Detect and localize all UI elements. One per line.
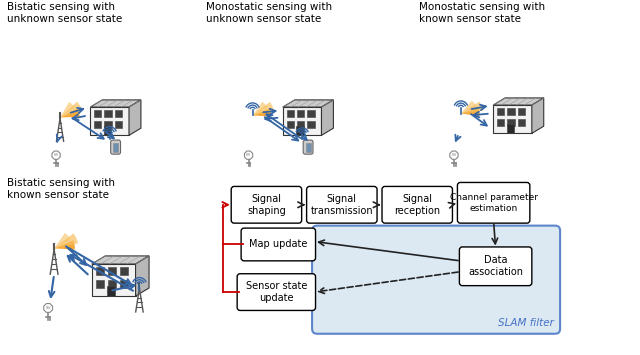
- FancyBboxPatch shape: [507, 124, 514, 133]
- FancyBboxPatch shape: [518, 108, 525, 115]
- Polygon shape: [283, 100, 333, 107]
- Text: Bistatic sensing with
known sensor state: Bistatic sensing with known sensor state: [8, 178, 115, 200]
- Text: Sensor state
update: Sensor state update: [246, 281, 307, 303]
- Text: Channel parameter
estimation: Channel parameter estimation: [450, 193, 538, 213]
- Text: Monostatic sensing with
known sensor state: Monostatic sensing with known sensor sta…: [419, 2, 545, 24]
- FancyBboxPatch shape: [497, 119, 504, 126]
- FancyBboxPatch shape: [104, 121, 112, 128]
- Polygon shape: [253, 108, 271, 116]
- Text: Signal
shaping: Signal shaping: [247, 193, 286, 216]
- Polygon shape: [321, 100, 333, 135]
- Text: BW: BW: [54, 153, 59, 157]
- Text: BW: BW: [246, 153, 251, 157]
- FancyBboxPatch shape: [497, 108, 504, 115]
- FancyBboxPatch shape: [508, 119, 515, 126]
- Polygon shape: [253, 102, 268, 115]
- Polygon shape: [136, 256, 149, 296]
- FancyBboxPatch shape: [120, 280, 128, 288]
- FancyBboxPatch shape: [115, 121, 122, 128]
- FancyBboxPatch shape: [508, 108, 515, 115]
- Polygon shape: [461, 108, 479, 116]
- FancyBboxPatch shape: [296, 126, 304, 135]
- Text: Bistatic sensing with
unknown sensor state: Bistatic sensing with unknown sensor sta…: [8, 2, 123, 24]
- FancyBboxPatch shape: [120, 267, 128, 275]
- Polygon shape: [60, 108, 80, 118]
- FancyBboxPatch shape: [104, 126, 111, 135]
- FancyBboxPatch shape: [94, 121, 102, 128]
- FancyBboxPatch shape: [108, 267, 116, 275]
- FancyBboxPatch shape: [96, 267, 104, 275]
- Polygon shape: [283, 107, 321, 135]
- Polygon shape: [54, 240, 75, 250]
- Polygon shape: [253, 102, 274, 115]
- FancyBboxPatch shape: [113, 143, 118, 152]
- FancyBboxPatch shape: [518, 119, 525, 126]
- Text: Signal
reception: Signal reception: [394, 193, 440, 216]
- FancyBboxPatch shape: [104, 110, 112, 117]
- Polygon shape: [60, 102, 75, 118]
- FancyBboxPatch shape: [287, 121, 294, 128]
- Polygon shape: [461, 102, 483, 114]
- FancyBboxPatch shape: [297, 110, 305, 117]
- FancyBboxPatch shape: [94, 110, 102, 117]
- FancyBboxPatch shape: [312, 226, 560, 334]
- Polygon shape: [129, 100, 141, 135]
- Polygon shape: [90, 100, 141, 107]
- FancyBboxPatch shape: [307, 110, 315, 117]
- FancyBboxPatch shape: [287, 110, 294, 117]
- FancyBboxPatch shape: [307, 186, 377, 223]
- Text: Data
association: Data association: [468, 255, 523, 278]
- Text: Signal
transmission: Signal transmission: [310, 193, 373, 216]
- FancyBboxPatch shape: [382, 186, 452, 223]
- FancyBboxPatch shape: [115, 110, 122, 117]
- Polygon shape: [450, 151, 458, 159]
- FancyBboxPatch shape: [305, 143, 310, 152]
- Polygon shape: [92, 256, 149, 264]
- Text: BW: BW: [451, 153, 456, 157]
- Polygon shape: [60, 102, 83, 118]
- Text: BW: BW: [45, 306, 51, 310]
- Polygon shape: [493, 105, 532, 133]
- FancyBboxPatch shape: [231, 186, 301, 223]
- Text: SLAM filter: SLAM filter: [499, 318, 554, 328]
- Polygon shape: [244, 151, 253, 159]
- FancyBboxPatch shape: [241, 228, 316, 261]
- FancyBboxPatch shape: [458, 182, 530, 223]
- Polygon shape: [461, 100, 476, 114]
- FancyBboxPatch shape: [96, 280, 104, 288]
- Text: Map update: Map update: [249, 240, 307, 250]
- FancyBboxPatch shape: [307, 121, 315, 128]
- Polygon shape: [90, 107, 129, 135]
- Polygon shape: [54, 233, 70, 248]
- Polygon shape: [44, 304, 52, 312]
- Polygon shape: [92, 264, 136, 296]
- Polygon shape: [493, 98, 544, 105]
- FancyBboxPatch shape: [303, 140, 313, 154]
- Polygon shape: [52, 151, 60, 159]
- FancyBboxPatch shape: [107, 286, 115, 296]
- Polygon shape: [54, 233, 78, 248]
- Polygon shape: [532, 98, 544, 133]
- FancyBboxPatch shape: [297, 121, 305, 128]
- FancyBboxPatch shape: [111, 140, 120, 154]
- FancyBboxPatch shape: [108, 280, 116, 288]
- FancyBboxPatch shape: [460, 247, 532, 286]
- Text: Monostatic sensing with
unknown sensor state: Monostatic sensing with unknown sensor s…: [206, 2, 332, 24]
- FancyBboxPatch shape: [237, 274, 316, 311]
